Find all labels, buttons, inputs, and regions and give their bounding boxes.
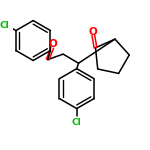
Text: Cl: Cl <box>72 118 82 127</box>
Text: O: O <box>49 39 58 49</box>
Text: Cl: Cl <box>0 21 9 30</box>
Text: O: O <box>89 27 98 37</box>
